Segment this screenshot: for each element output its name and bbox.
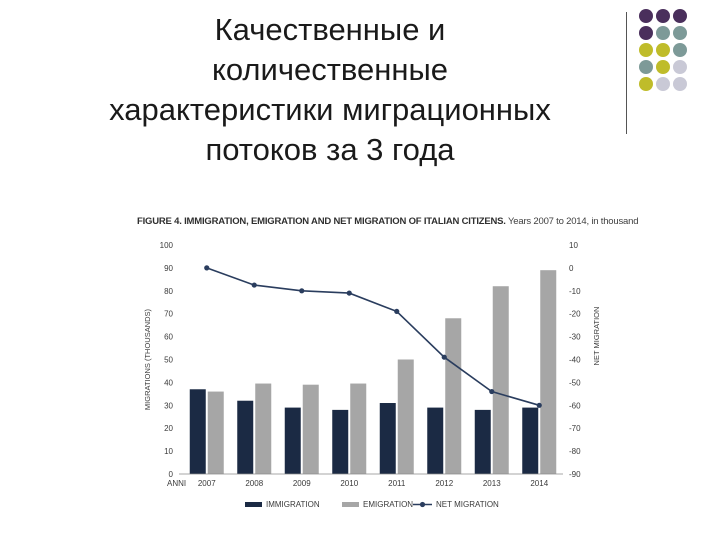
net-migration-line [206,267,540,407]
y-tick-label: 40 [164,378,173,387]
slide-title-line-4: потоков за 3 года [205,132,455,167]
x-tick-label: 2009 [293,479,311,488]
decor-dot [656,9,670,23]
decor-dot [673,43,687,57]
y2-tick-label: 10 [569,241,578,250]
x-tick-label: 2014 [530,479,548,488]
bar-immigration [284,407,301,474]
bar-emigration [397,359,414,474]
y2-tick-label: 0 [569,264,574,273]
bar-immigration [332,409,349,474]
title-divider [626,12,627,134]
y2-tick-label: -80 [569,447,581,456]
x-tick-label: 2008 [245,479,263,488]
bar-emigration [540,270,557,474]
slide-title: Качественные и количественные характерис… [40,10,620,170]
y2-tick-label: -70 [569,424,581,433]
decor-dot [639,26,653,40]
bar-emigration [445,318,462,474]
slide-title-line-1: Качественные и [214,12,446,47]
bar-immigration [474,409,491,474]
decor-dot [639,9,653,23]
y2-tick-label: -60 [569,401,581,410]
decor-dot [656,43,670,57]
decor-dot [673,60,687,74]
y2-axis-title: NET MIGRATION [592,307,600,366]
net-migration-point [536,402,542,408]
slide-title-line-2: количественные [211,52,449,87]
y2-tick-label: -30 [569,333,581,342]
decor-dot [656,77,670,91]
x-tick-label: 2013 [483,479,501,488]
y-tick-label: 60 [164,333,173,342]
bar-emigration [207,391,224,474]
figure-title-rest: Years 2007 to 2014, in thousand [505,216,639,227]
x-axis-prefix: ANNI [167,479,186,488]
legend-swatch-emigration [342,502,359,507]
legend-label-emigration: EMIGRATION [363,500,413,509]
bar-emigration [350,383,367,474]
figure-title-bold: FIGURE 4. IMMIGRATION, EMIGRATION AND NE… [137,216,506,227]
net-migration-point [204,265,210,271]
bar-immigration [427,407,444,474]
legend-label-net-migration: NET MIGRATION [436,500,499,509]
x-tick-label: 2011 [388,479,406,488]
legend-swatch-immigration [245,502,262,507]
y-tick-label: 0 [169,470,174,479]
x-tick-label: 2010 [340,479,358,488]
y-tick-label: 10 [164,447,173,456]
net-migration-point [251,282,257,288]
bar-emigration [255,383,272,474]
x-tick-label: 2012 [435,479,453,488]
decor-dot [673,77,687,91]
net-migration-point [394,308,400,315]
bar-immigration [189,389,206,474]
bar-immigration [522,407,539,474]
bar-emigration [302,384,319,474]
x-tick-label: 2007 [198,479,216,488]
y-axis-title: MIGRATIONS (THOUSANDS) [143,308,152,410]
y-tick-label: 20 [164,424,173,433]
bar-emigration [492,286,509,474]
net-migration-point [489,388,495,395]
y2-tick-label: -40 [569,356,581,365]
y-tick-label: 90 [164,264,173,273]
y2-tick-label: -20 [569,310,581,319]
decor-dot [656,26,670,40]
y2-tick-label: -90 [569,470,581,479]
decor-dot [639,77,653,91]
y2-tick-label: -50 [569,378,581,387]
legend-label-immigration: IMMIGRATION [266,500,320,509]
y-tick-label: 100 [160,241,174,250]
decor-dot [673,9,687,23]
y-tick-label: 80 [164,287,173,296]
y2-tick-label: -10 [569,287,581,296]
y-tick-label: 50 [164,356,173,365]
y-tick-label: 70 [164,310,173,319]
net-migration-point [441,354,447,360]
figure-title: FIGURE 4. IMMIGRATION, EMIGRATION AND NE… [137,216,638,227]
decor-dot [639,60,653,74]
bar-immigration [237,400,254,474]
net-migration-point [346,290,352,296]
net-migration-point [299,288,305,294]
decor-dot [673,26,687,40]
decor-dot [639,43,653,57]
y-tick-label: 30 [164,401,173,410]
bar-immigration [379,403,396,474]
legend-swatch-net-migration-point [419,501,426,508]
slide-title-line-3: характеристики миграционных [109,92,551,127]
decor-dot [656,60,670,74]
